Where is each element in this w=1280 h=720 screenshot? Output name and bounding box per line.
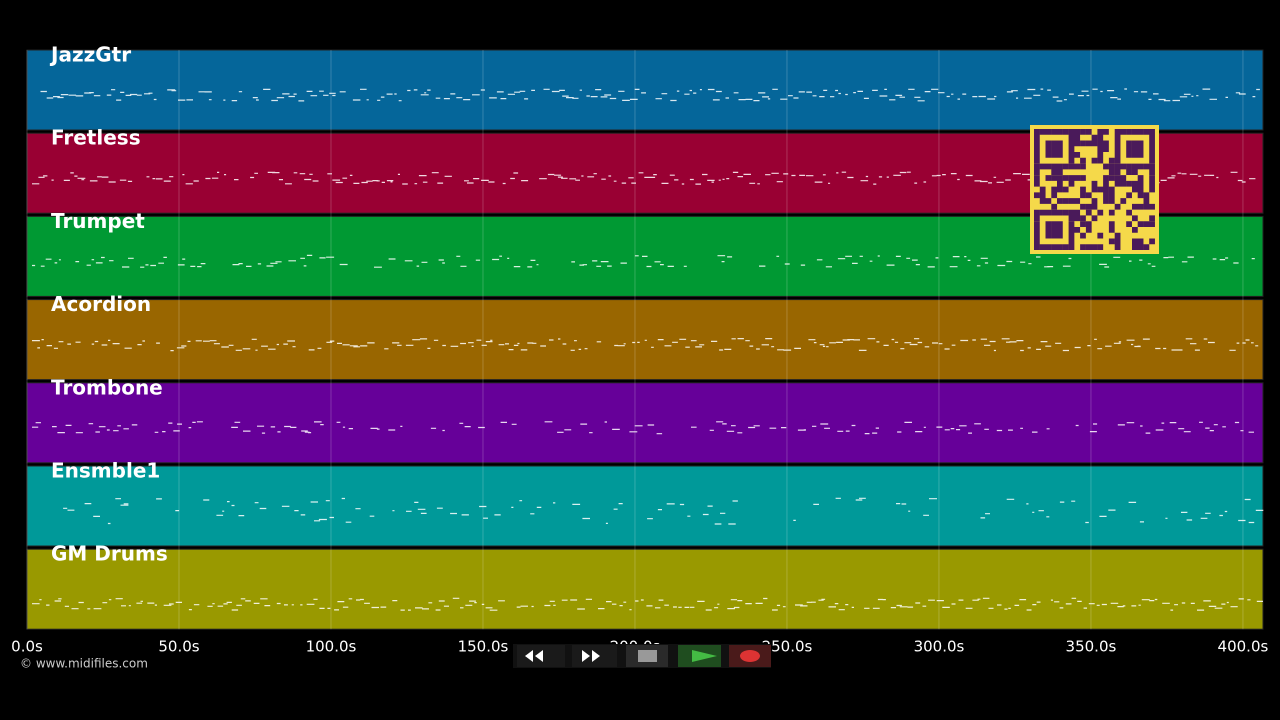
labels: JazzGtr Fretless Trumpet Acordion Trombone En…: [11, 43, 1268, 656]
note-pattern: [32, 597, 1263, 611]
icon: [638, 650, 657, 662]
icon: [525, 650, 533, 662]
copyright: © www.midifiles.com: [20, 657, 148, 671]
time-tick-label: 100.0s: [306, 638, 357, 656]
note-pattern: [63, 497, 1264, 525]
playback-controls: [513, 644, 771, 668]
qr-code: [1030, 125, 1159, 254]
track-label: Trumpet: [51, 209, 145, 233]
qr-modules: [1034, 129, 1155, 250]
time-tick-label: 250.0s: [762, 638, 813, 656]
track-lane: [26, 382, 1264, 464]
track-lane: [26, 465, 1264, 547]
track-label: GM Drums: [51, 542, 168, 566]
track-label: Acordion: [51, 292, 151, 316]
icon: [582, 650, 590, 662]
track-label: Ensmble1: [51, 459, 160, 483]
note-pattern: [40, 88, 1260, 102]
track-lane: [26, 49, 1264, 131]
time-tick-label: 0.0s: [11, 638, 43, 656]
time-tick-label: 400.0s: [1218, 638, 1269, 656]
note-pattern: [32, 254, 1255, 268]
record-button[interactable]: [729, 645, 771, 667]
time-tick-label: 350.0s: [1066, 638, 1117, 656]
note-pattern: [32, 421, 1254, 435]
icon: [692, 650, 717, 662]
track-lane: [26, 548, 1264, 630]
time-tick-label: 300.0s: [914, 638, 965, 656]
grid: [26, 50, 1244, 630]
icon: [592, 650, 600, 662]
track-label: JazzGtr: [49, 43, 131, 67]
track-label: Trombone: [51, 375, 163, 399]
icon: [740, 650, 760, 662]
note-pattern: [32, 338, 1259, 352]
track-lane: [26, 299, 1264, 381]
time-tick-label: 50.0s: [158, 638, 199, 656]
stop-button[interactable]: [626, 645, 668, 667]
play-button[interactable]: [678, 645, 721, 667]
icon: [535, 650, 543, 662]
rewind-button[interactable]: [517, 645, 565, 667]
time-tick-label: 150.0s: [458, 638, 509, 656]
track-label: Fretless: [51, 126, 141, 150]
forward-button[interactable]: [572, 645, 617, 667]
